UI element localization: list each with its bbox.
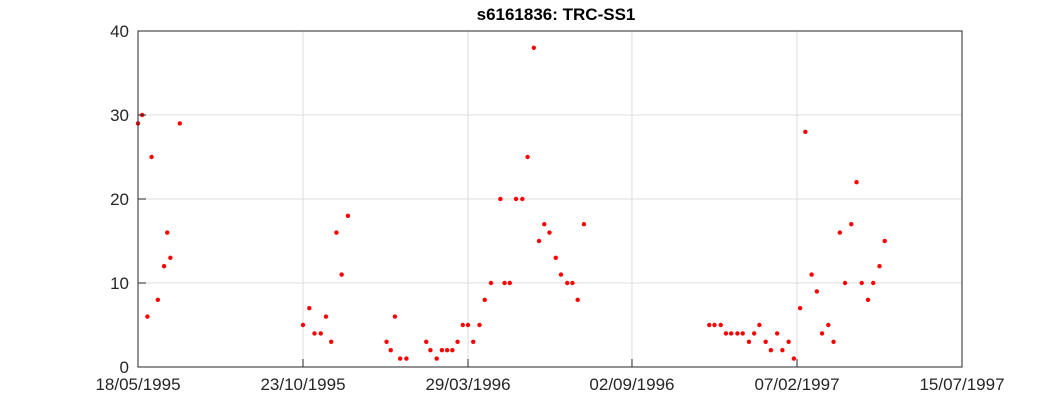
data-point <box>392 314 398 319</box>
data-point <box>312 331 317 336</box>
data-point <box>803 129 808 134</box>
y-tick-label: 20 <box>110 190 129 209</box>
data-point <box>553 255 558 260</box>
data-point <box>831 339 836 344</box>
y-tick-label: 0 <box>120 358 129 377</box>
data-point <box>558 272 564 277</box>
data-point <box>871 280 876 286</box>
data-point <box>570 280 575 286</box>
data-point <box>877 264 882 269</box>
data-point <box>155 297 161 302</box>
data-point <box>345 213 351 218</box>
y-tick-label: 40 <box>110 22 129 41</box>
data-point <box>542 222 547 227</box>
y-axis: 0 10 20 30 40 <box>110 22 146 377</box>
data-point <box>757 322 762 328</box>
data-point <box>460 322 465 328</box>
data-point <box>465 322 471 328</box>
data-point <box>488 280 494 286</box>
data-point <box>434 356 439 361</box>
data-point <box>177 121 182 126</box>
data-point <box>780 348 785 353</box>
data-point <box>809 272 814 277</box>
data-point <box>444 348 450 353</box>
data-point <box>740 331 745 336</box>
x-tick-label: 18/05/1995 <box>95 375 180 394</box>
data-point <box>536 238 542 244</box>
data-point <box>404 356 409 361</box>
x-tick-label: 15/07/1997 <box>919 375 1004 394</box>
data-point <box>728 331 734 336</box>
data-point <box>318 331 323 336</box>
data-point <box>525 154 530 160</box>
grid-layer <box>137 30 963 368</box>
data-point <box>842 280 848 286</box>
data-point <box>329 339 334 344</box>
data-point <box>854 180 859 185</box>
data-point <box>384 339 389 344</box>
data-point <box>791 356 797 361</box>
data-point <box>397 356 403 361</box>
data-point <box>168 255 173 260</box>
data-point <box>450 348 455 353</box>
data-point <box>439 348 445 353</box>
chart-title: s6161836: TRC-SS1 <box>477 5 636 24</box>
data-point <box>498 196 503 202</box>
data-point <box>712 322 717 328</box>
data-point <box>819 331 825 336</box>
data-point <box>814 289 820 294</box>
data-point <box>520 196 525 202</box>
x-tick-label: 02/09/1996 <box>589 375 674 394</box>
data-point <box>718 322 723 328</box>
data-point <box>471 339 476 344</box>
data-point <box>149 154 154 160</box>
data-point <box>339 272 344 277</box>
points-layer <box>135 45 887 361</box>
data-point <box>145 314 150 319</box>
data-point <box>307 306 312 311</box>
data-point <box>826 322 831 328</box>
data-point <box>581 222 587 227</box>
data-point <box>424 339 429 344</box>
data-point <box>865 297 871 302</box>
x-tick-label: 07/02/1997 <box>754 375 839 394</box>
y-tick-label: 30 <box>110 106 129 125</box>
x-tick-label: 23/10/1995 <box>260 375 345 394</box>
data-point <box>334 230 339 235</box>
data-point <box>388 348 393 353</box>
data-point <box>575 297 580 302</box>
data-point <box>735 331 740 336</box>
data-point <box>768 348 774 353</box>
data-point <box>482 297 487 302</box>
data-point <box>477 322 482 328</box>
data-point <box>502 280 507 286</box>
data-point <box>797 306 803 311</box>
data-point <box>565 280 570 286</box>
data-point <box>161 264 167 269</box>
data-point <box>751 331 757 336</box>
data-point <box>165 230 170 235</box>
data-point <box>723 331 729 336</box>
data-point <box>323 314 329 319</box>
data-point <box>455 339 460 344</box>
data-point <box>507 280 512 286</box>
data-point <box>859 280 864 286</box>
data-point <box>837 230 843 235</box>
data-point <box>763 339 768 344</box>
data-point <box>786 339 791 344</box>
data-point <box>882 238 887 244</box>
y-tick-label: 10 <box>110 274 129 293</box>
data-point <box>300 322 306 328</box>
data-point <box>707 322 712 328</box>
data-point <box>531 45 537 50</box>
data-point <box>547 230 552 235</box>
data-point <box>513 196 519 202</box>
data-point <box>849 222 854 227</box>
data-point <box>746 339 752 344</box>
data-point <box>428 348 433 353</box>
data-point <box>774 331 780 336</box>
x-tick-label: 29/03/1996 <box>425 375 510 394</box>
x-axis: 18/05/1995 23/10/1995 29/03/1996 02/09/1996… <box>95 359 1005 394</box>
